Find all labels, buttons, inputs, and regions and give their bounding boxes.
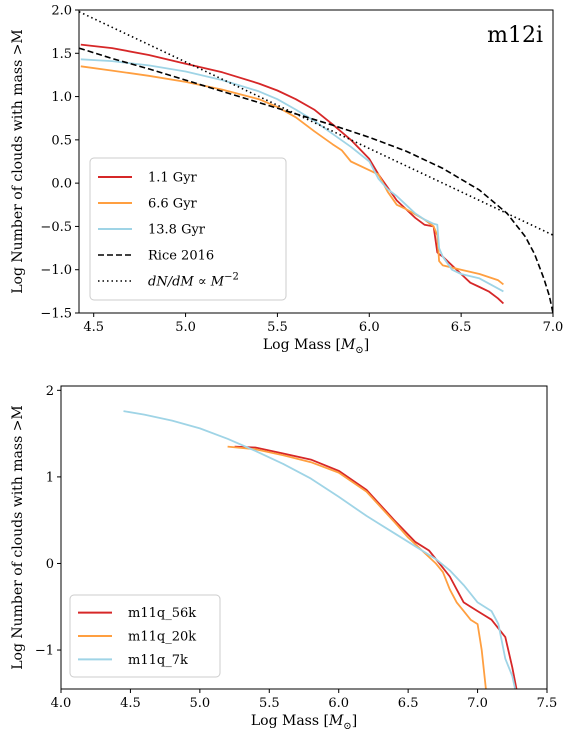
legend: m11q_56k m11q_20k m11q_7k (69, 594, 221, 678)
x-tick-label: 7.0 (543, 320, 564, 335)
y-tick-label: 1 (46, 470, 54, 485)
y-tick-label: −1 (35, 644, 54, 659)
series-line-1 (80, 43, 505, 305)
y-tick-label: 0.5 (51, 133, 72, 148)
x-tick-label: 6.0 (359, 320, 380, 335)
y-tick-label: 0.0 (51, 177, 72, 192)
legend-label-2: 6.6 Gyr (148, 197, 198, 212)
plot-frame (78, 9, 554, 314)
x-tick-label: 5.0 (175, 320, 196, 335)
x-tick-label: 5.5 (267, 320, 288, 335)
series-line-5 (79, 10, 553, 236)
x-tick-label: 6.5 (398, 696, 419, 711)
y-tick-label: −1.5 (40, 307, 72, 322)
legend-label-2: m11q_20k (128, 630, 196, 645)
chart-panel-1: 4.5 5.0 5.5 6.0 6.5 7.0 −1.5 −1.0 −0.5 0.0 0.5 1.0 1… (10, 4, 563, 357)
series-line-1 (234, 445, 518, 689)
series-group (123, 410, 518, 689)
series-line-2 (80, 65, 504, 286)
series-group (79, 10, 553, 313)
x-axis-label: Log Mass [M⊙] (251, 713, 357, 732)
series-line-2 (227, 445, 487, 689)
x-tick-label: 6.0 (328, 696, 349, 711)
chart-panel-2: 4.0 4.5 5.0 5.5 6.0 6.5 7.0 7.5 −1 0 1 2 Log Mass [M… (10, 384, 557, 732)
legend-label-3: 13.8 Gyr (148, 223, 206, 238)
legend-box (69, 594, 221, 678)
y-tick-label: 1.0 (51, 90, 72, 105)
x-tick-label: 4.0 (51, 696, 72, 711)
x-tick-label: 7.5 (537, 696, 558, 711)
y-axis-label: Log Number of clouds with mass >M (10, 405, 26, 670)
x-tick-label: 5.5 (259, 696, 280, 711)
legend-label-1: m11q_56k (128, 606, 196, 621)
y-tick-label: −0.5 (40, 220, 72, 235)
series-line-4 (79, 47, 553, 313)
x-tick-label: 4.5 (120, 696, 141, 711)
y-tick-label: 1.5 (51, 47, 72, 62)
legend-label-4: Rice 2016 (148, 249, 214, 264)
plot-frame (60, 385, 548, 690)
x-tick-label: 4.5 (83, 320, 104, 335)
x-tick-label: 5.0 (190, 696, 211, 711)
y-tick-label: 0 (46, 557, 54, 572)
y-tick-label: 2 (46, 384, 54, 399)
y-tick-label: −1.0 (40, 263, 72, 278)
panel-title: m12i (487, 23, 543, 48)
legend: 1.1 Gyr 6.6 Gyr 13.8 Gyr Rice 2016 dN/dM ∝ M… (89, 157, 287, 301)
series-line-3 (123, 410, 516, 689)
legend-label-1: 1.1 Gyr (148, 171, 198, 186)
y-axis-label: Log Number of clouds with mass >M (10, 29, 26, 294)
y-tick-label: 2.0 (51, 4, 72, 19)
legend-box (89, 157, 287, 301)
x-tick-label: 7.0 (467, 696, 488, 711)
x-tick-label: 6.5 (451, 320, 472, 335)
legend-label-3: m11q_7k (128, 653, 188, 668)
legend-label-5: dN/dM ∝ M−2 (148, 272, 239, 290)
series-line-3 (80, 58, 504, 293)
x-axis-label: Log Mass [M⊙] (263, 337, 369, 356)
